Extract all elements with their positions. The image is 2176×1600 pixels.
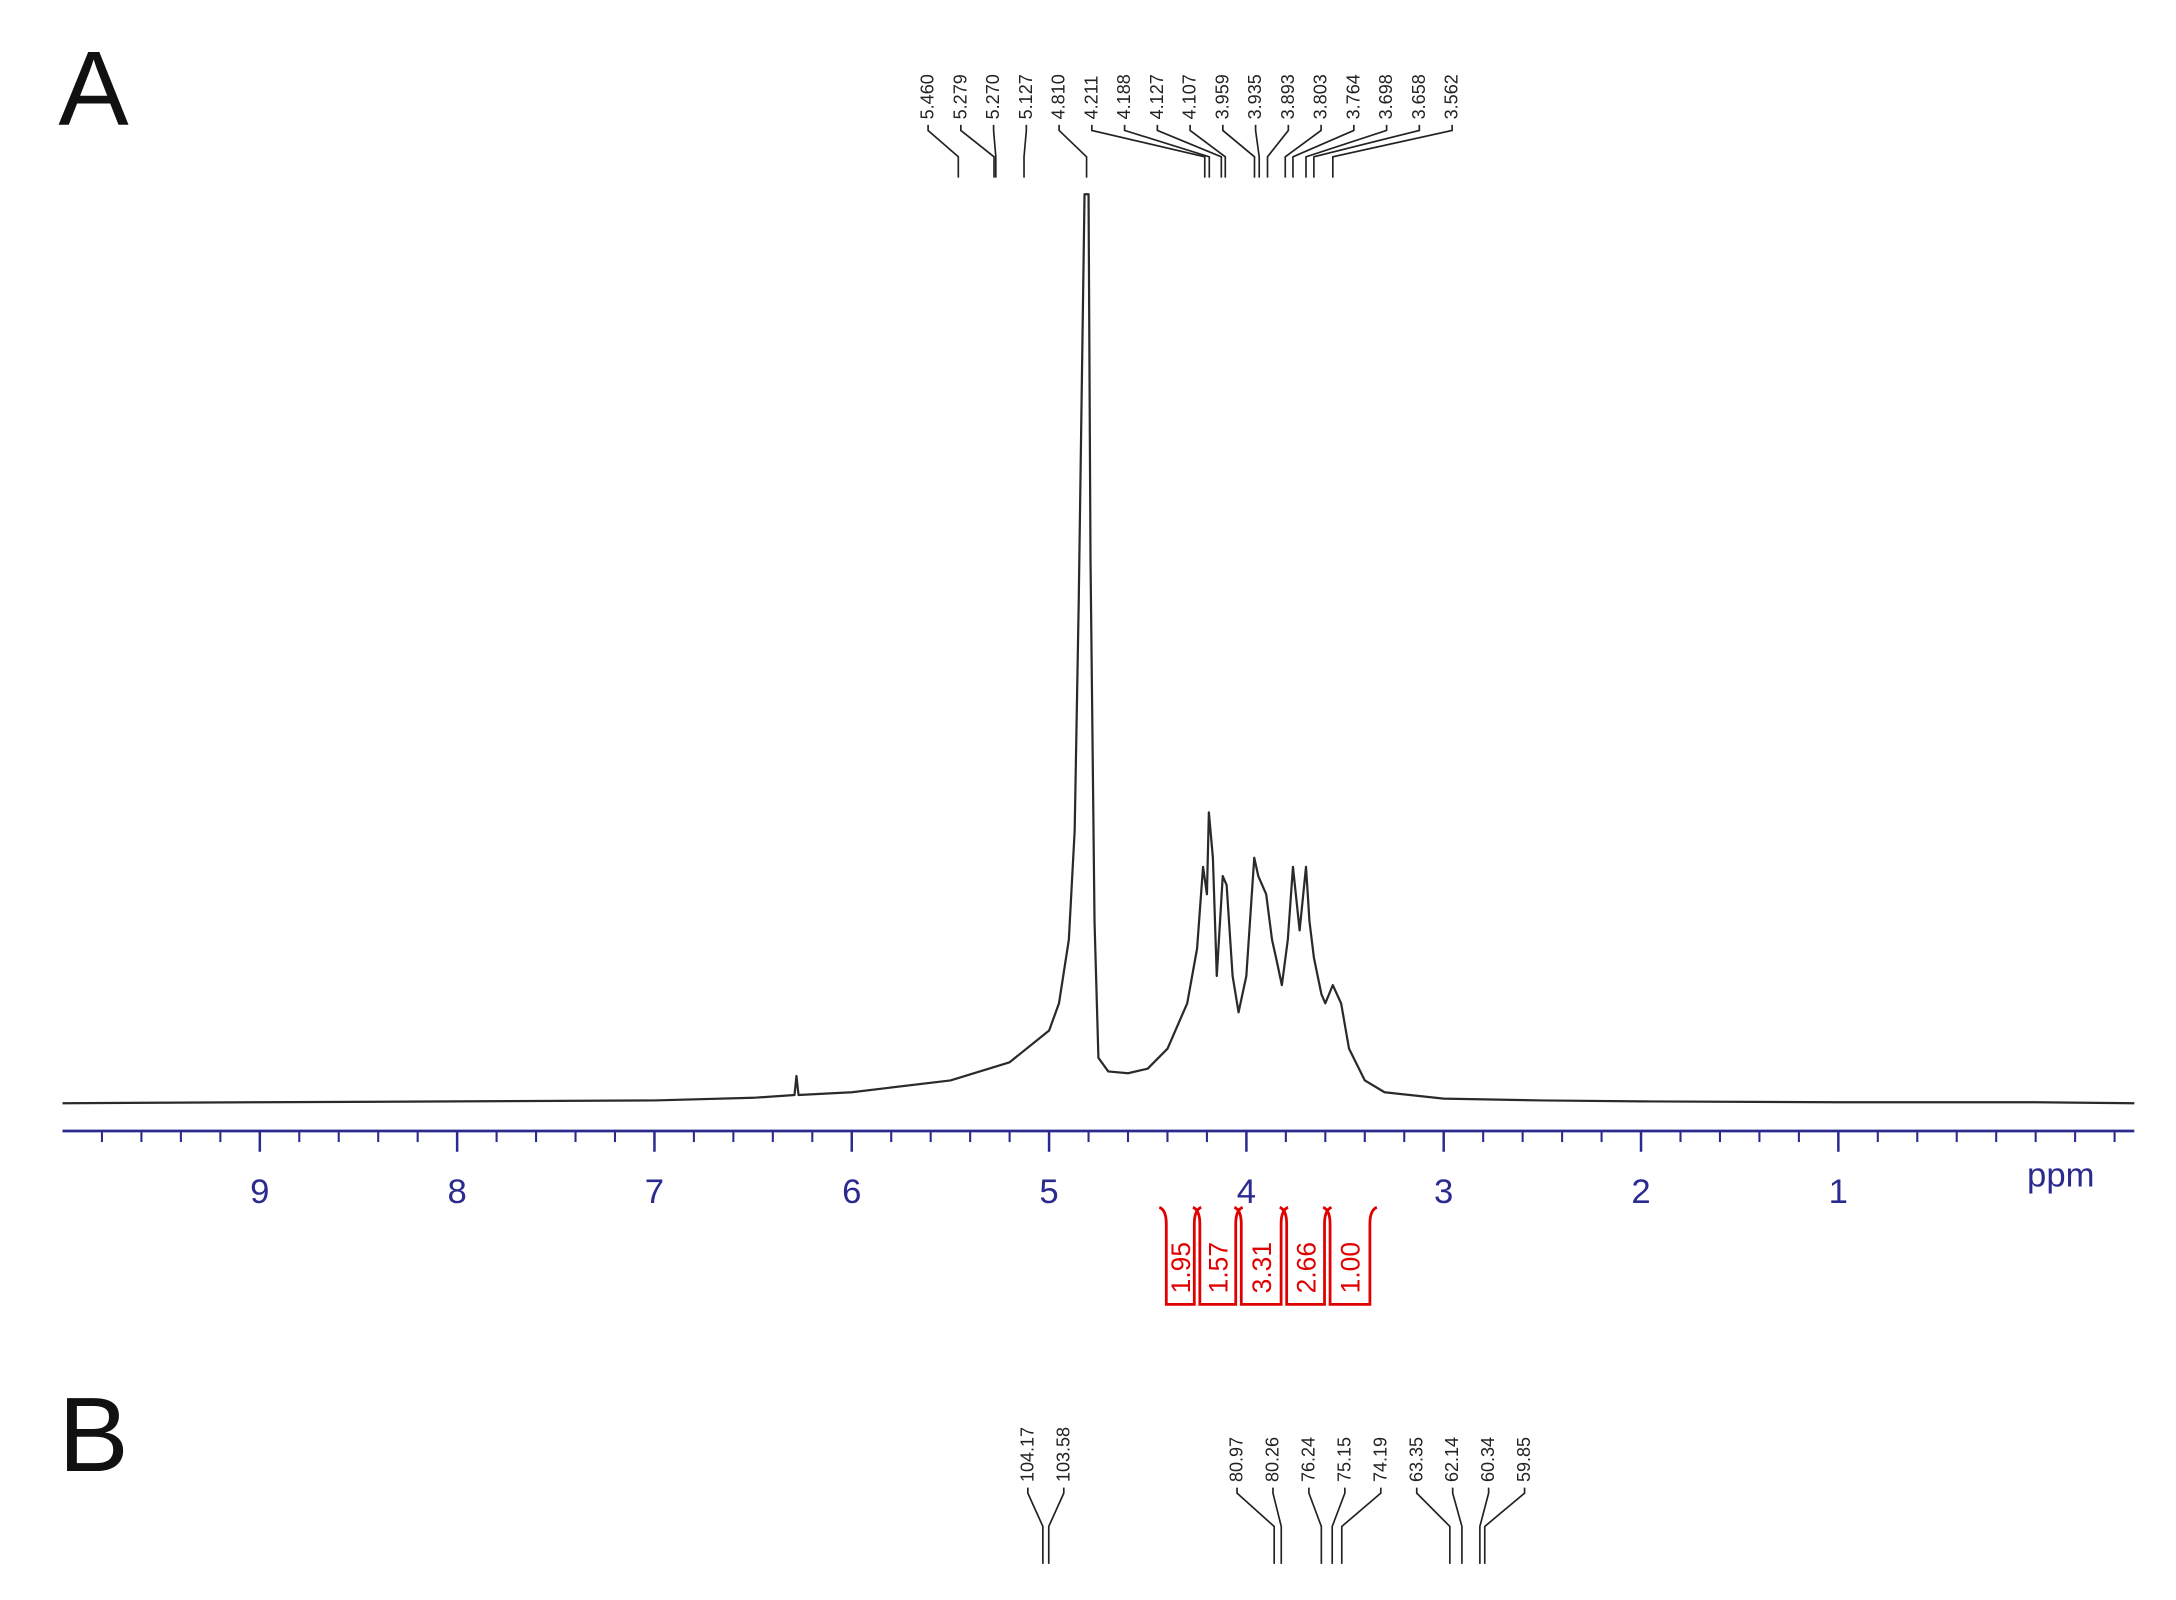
peak-label: 3.562	[1442, 74, 1462, 119]
peak-label: 5.460	[918, 74, 938, 119]
integral-label: 1.57	[1203, 1242, 1233, 1293]
peak-leader	[1189, 124, 1227, 178]
peak-label: 3.764	[1343, 74, 1363, 119]
peak-label: 4.188	[1114, 74, 1134, 119]
peak-leader	[1272, 1487, 1283, 1564]
peak-label: 3.893	[1278, 74, 1298, 119]
peak-label: 76.24	[1298, 1437, 1318, 1482]
x-tick-label: 7	[645, 1173, 664, 1211]
integral-label: 3.31	[1247, 1242, 1277, 1293]
peak-leader	[1308, 1487, 1323, 1564]
peak-leader	[1023, 124, 1028, 178]
peak-label: 80.97	[1227, 1437, 1247, 1482]
peak-leader	[1254, 124, 1261, 178]
peak-leader	[1451, 1487, 1463, 1564]
peak-label: 104.17	[1017, 1427, 1037, 1482]
peak-label: 5.270	[983, 74, 1003, 119]
x-tick-label: 1	[1829, 1173, 1848, 1211]
x-tick-label: 5	[1039, 1173, 1058, 1211]
peak-leader	[1236, 1487, 1276, 1564]
peak-leader	[1222, 124, 1256, 178]
peak-label: 4.127	[1147, 74, 1167, 119]
peak-leader	[1305, 124, 1388, 178]
peak-leader	[960, 124, 995, 178]
peak-label: 4.211	[1081, 76, 1101, 120]
x-tick-label: 8	[447, 1173, 466, 1211]
peak-leader	[1047, 1487, 1065, 1564]
peak-leader	[1483, 1487, 1526, 1564]
peak-leader	[1284, 124, 1322, 178]
peak-leader	[1123, 124, 1211, 178]
x-tick-label: 3	[1434, 1173, 1453, 1211]
peak-label: 63.35	[1406, 1437, 1426, 1482]
x-tick-label: 9	[250, 1173, 269, 1211]
peak-leader	[1313, 124, 1421, 178]
peak-label: 4.107	[1180, 74, 1200, 119]
peak-label: 75.15	[1334, 1437, 1354, 1482]
x-tick-label: 2	[1631, 1173, 1650, 1211]
peak-label: 3.658	[1409, 74, 1429, 119]
integral-label: 1.00	[1336, 1242, 1366, 1293]
peak-label: 4.810	[1049, 74, 1069, 119]
integral-label: 1.95	[1166, 1242, 1196, 1293]
peak-leader	[1331, 1487, 1346, 1564]
peak-label: 60.34	[1478, 1437, 1498, 1482]
peak-label: 103.58	[1053, 1427, 1073, 1482]
peak-label: 3.803	[1311, 74, 1331, 119]
peak-label: 3.698	[1376, 74, 1396, 119]
peak-label: 74.19	[1370, 1437, 1390, 1482]
x-tick-label: 4	[1237, 1173, 1256, 1211]
peak-leader	[992, 124, 997, 178]
x-tick-label: 6	[842, 1173, 861, 1211]
integral-label: 2.66	[1291, 1242, 1321, 1293]
peak-label: 5.279	[950, 74, 970, 119]
peak-leader	[1156, 124, 1223, 178]
x-axis-label: ppm	[2027, 1156, 2094, 1194]
peak-label: 59.85	[1514, 1437, 1534, 1482]
integral-bracket	[1322, 1205, 1378, 1306]
peak-label: 5.127	[1016, 74, 1036, 119]
peak-label: 3.935	[1245, 74, 1265, 119]
peak-leader	[1091, 124, 1206, 178]
peak-leader	[1027, 1487, 1044, 1564]
peak-label: 80.26	[1263, 1437, 1283, 1482]
peak-leader	[1292, 124, 1355, 178]
spectrum-line	[62, 193, 2135, 1105]
peak-label: 62.14	[1442, 1437, 1462, 1482]
peak-leader	[1479, 1487, 1490, 1564]
peak-leader	[1340, 1487, 1382, 1564]
panel-label: A	[58, 31, 129, 148]
peak-leader	[1058, 124, 1088, 178]
peak-leader	[1415, 1487, 1451, 1564]
peak-label: 3.959	[1212, 74, 1232, 119]
panel-label: B	[58, 1377, 128, 1494]
peak-leader	[1331, 124, 1453, 178]
peak-leader	[1266, 124, 1290, 178]
peak-leader	[927, 124, 960, 178]
